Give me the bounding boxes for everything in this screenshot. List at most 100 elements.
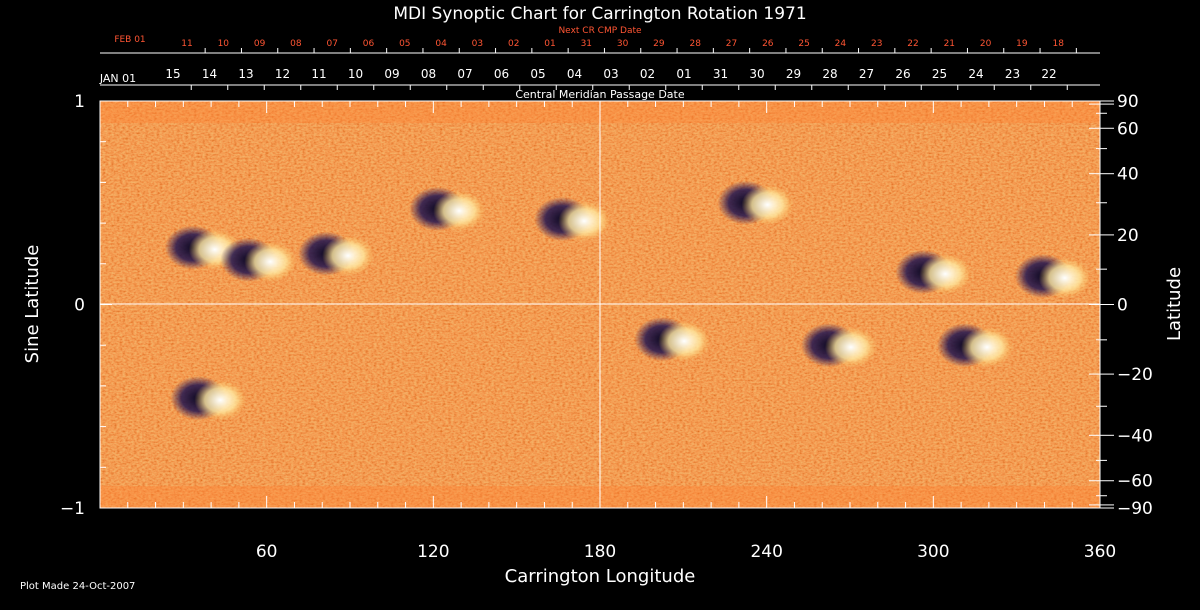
next-cr-date-label: 29 <box>653 39 665 49</box>
y-left-tick-label: 0 <box>74 296 85 316</box>
y-axis-left-title: Sine Latitude <box>22 245 43 364</box>
next-cr-date-label: 28 <box>689 39 701 49</box>
next-cr-date-label: 25 <box>798 39 809 49</box>
positive-polarity-patch <box>433 190 486 231</box>
active-regions <box>164 180 1091 421</box>
x-tick-label: 300 <box>917 542 949 562</box>
cmp-date-label: 28 <box>822 67 837 81</box>
y-axis-right-title: Latitude <box>1164 267 1185 341</box>
cmp-date-label: 25 <box>932 67 947 81</box>
y-right-tick-label: 40 <box>1117 165 1139 185</box>
y-right-tick-label: 20 <box>1117 226 1139 246</box>
next-cr-date-label: 06 <box>363 39 375 49</box>
positive-polarity-patch <box>824 327 877 368</box>
x-tick-label: 360 <box>1084 542 1116 562</box>
y-right-tick-label: −90 <box>1117 499 1153 519</box>
next-cr-date-label: 08 <box>290 39 302 49</box>
x-axis: 60 120 180 240 300 360 <box>127 101 1116 562</box>
next-cr-date-label: 23 <box>871 39 882 49</box>
cmp-date-label: 01 <box>676 67 691 81</box>
y-right-tick-label: −40 <box>1117 426 1153 446</box>
x-tick-label: 120 <box>417 542 449 562</box>
positive-polarity-patch <box>322 235 375 276</box>
cmp-date-label: 06 <box>494 67 509 81</box>
active-region <box>1014 254 1091 299</box>
next-cr-start-label: FEB 01 <box>114 35 145 45</box>
cmp-date-label: 24 <box>968 67 983 81</box>
active-region <box>717 180 794 225</box>
next-cr-date-label: 26 <box>762 39 774 49</box>
cmp-date-label: 11 <box>311 67 326 81</box>
next-cr-date-label: 27 <box>726 39 737 49</box>
next-cr-date-label: 02 <box>508 39 519 49</box>
next-cr-date-label: 24 <box>835 39 847 49</box>
next-cr-date-label: 31 <box>581 39 592 49</box>
cmp-axis-label: Central Meridian Passage Date <box>515 88 684 101</box>
next-cr-date-label: 03 <box>472 39 483 49</box>
next-cr-date-label: 01 <box>544 39 555 49</box>
y-axis-left: 1 0 −1 <box>60 92 112 519</box>
next-cr-date-label: 30 <box>617 39 629 49</box>
active-region <box>220 237 297 282</box>
active-region <box>800 323 877 368</box>
next-cr-axis: 11 10 09 08 07 06 05 04 03 02 01 31 30 29 28 27 26 25 24 23… <box>181 39 1077 53</box>
cmp-date-label: 15 <box>165 67 180 81</box>
plot-made-note: Plot Made 24-Oct-2007 <box>20 581 135 592</box>
cmp-date-label: 04 <box>567 67 582 81</box>
cmp-date-label: 13 <box>238 67 253 81</box>
active-region <box>298 231 375 276</box>
cmp-date-label: 02 <box>640 67 655 81</box>
next-cr-date-label: 19 <box>1016 39 1028 49</box>
x-axis-title: Carrington Longitude <box>505 566 696 587</box>
x-tick-label: 60 <box>256 542 278 562</box>
cmp-date-label: 10 <box>348 67 363 81</box>
x-tick-label: 240 <box>750 542 782 562</box>
cmp-date-label: 30 <box>749 67 764 81</box>
positive-polarity-patch <box>961 327 1013 368</box>
cmp-date-label: 27 <box>859 67 874 81</box>
cmp-date-label: 08 <box>421 67 436 81</box>
next-cr-date-label: 09 <box>254 39 266 49</box>
positive-polarity-patch <box>1038 258 1091 299</box>
active-region <box>534 197 611 242</box>
positive-polarity-patch <box>658 321 711 362</box>
y-right-tick-label: −60 <box>1117 472 1153 492</box>
y-axis-right: 90 60 40 20 0 −20 −40 −60 −90 <box>1089 92 1153 519</box>
next-cr-date-label: 10 <box>218 39 230 49</box>
x-tick-label: 180 <box>584 542 616 562</box>
next-cr-date-label: 21 <box>944 39 955 49</box>
next-cr-date-label: 04 <box>435 39 447 49</box>
cmp-date-label: 26 <box>895 67 910 81</box>
active-region <box>634 317 711 362</box>
active-region <box>937 323 1013 368</box>
next-cr-date-label: 22 <box>907 39 918 49</box>
cmp-date-label: 22 <box>1041 67 1056 81</box>
y-right-tick-label: 60 <box>1117 119 1139 139</box>
active-region <box>409 186 486 231</box>
y-left-tick-label: 1 <box>74 92 85 112</box>
y-right-tick-label: 90 <box>1117 92 1139 112</box>
next-cr-date-label: 07 <box>326 39 337 49</box>
cmp-date-label: 03 <box>603 67 618 81</box>
active-region <box>895 249 972 294</box>
next-cr-axis-label: Next CR CMP Date <box>558 26 642 36</box>
next-cr-date-label: 18 <box>1052 39 1064 49</box>
next-cr-date-label: 20 <box>980 39 992 49</box>
next-cr-date-label: 05 <box>399 39 410 49</box>
positive-polarity-patch <box>919 253 972 294</box>
cmp-date-label: 05 <box>530 67 545 81</box>
chart-title: MDI Synoptic Chart for Carrington Rotati… <box>393 4 806 24</box>
y-right-tick-label: 0 <box>1117 296 1128 316</box>
positive-polarity-patch <box>741 184 794 225</box>
cmp-date-label: 23 <box>1005 67 1020 81</box>
cmp-date-label: 12 <box>275 67 290 81</box>
cmp-date-label: 31 <box>713 67 728 81</box>
y-right-tick-label: −20 <box>1117 365 1153 385</box>
next-cr-date-label: 11 <box>181 39 192 49</box>
positive-polarity-patch <box>244 241 297 282</box>
cmp-date-label: 09 <box>384 67 399 81</box>
y-left-tick-label: −1 <box>60 499 85 519</box>
active-region <box>170 376 247 421</box>
cmp-start-label: JAN 01 <box>99 72 136 85</box>
